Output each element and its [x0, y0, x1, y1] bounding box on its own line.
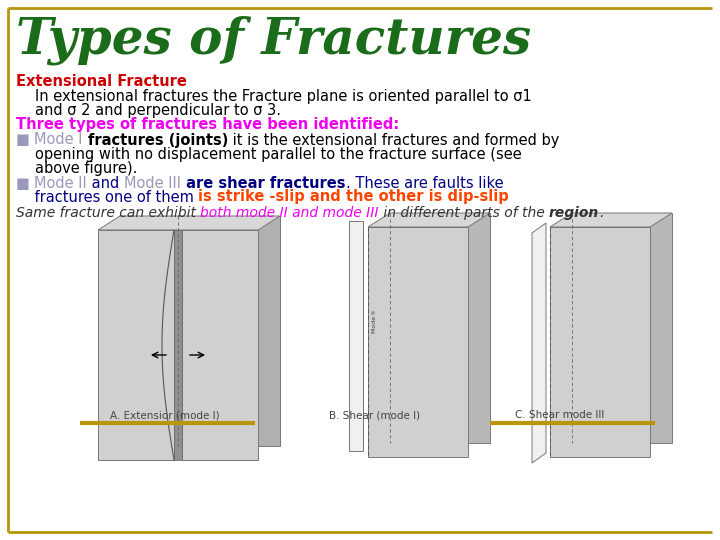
Text: fractures (joints): fractures (joints) [88, 132, 228, 147]
Text: Three types of fractures have been identified:: Three types of fractures have been ident… [16, 118, 400, 132]
Text: A. Extensior (mode I): A. Extensior (mode I) [110, 410, 220, 420]
Polygon shape [98, 230, 174, 460]
Text: . These are faults like: . These are faults like [346, 176, 503, 191]
Polygon shape [390, 213, 490, 443]
Text: Types of Fractures: Types of Fractures [16, 15, 531, 65]
Text: ■: ■ [16, 176, 35, 191]
Polygon shape [349, 221, 363, 451]
Text: Mode III: Mode III [124, 176, 181, 191]
Polygon shape [532, 223, 546, 463]
Text: region: region [549, 206, 599, 220]
Polygon shape [182, 230, 258, 460]
Polygon shape [368, 213, 490, 227]
Text: both mode II and mode III: both mode II and mode III [200, 206, 379, 220]
Text: are shear fractures: are shear fractures [181, 176, 346, 191]
Text: Mode II: Mode II [372, 310, 377, 333]
Polygon shape [550, 213, 672, 227]
Text: opening with no displacement parallel to the fracture surface (see: opening with no displacement parallel to… [35, 146, 522, 161]
Text: In extensional fractures the Fracture plane is oriented parallel to σ1: In extensional fractures the Fracture pl… [35, 89, 532, 104]
Text: C. Shear mode III: C. Shear mode III [516, 410, 605, 420]
Text: ■: ■ [16, 132, 35, 147]
Polygon shape [98, 216, 280, 230]
Text: Mode II: Mode II [35, 176, 87, 191]
Text: Same fracture can exhibit: Same fracture can exhibit [16, 206, 200, 220]
Text: and σ 2 and perpendicular to σ 3.: and σ 2 and perpendicular to σ 3. [35, 103, 281, 118]
Text: B. Shear (mode I): B. Shear (mode I) [330, 410, 420, 420]
Text: and: and [87, 176, 124, 191]
Text: it is the extensional fractures and formed by: it is the extensional fractures and form… [228, 132, 559, 147]
Text: is strike -slip and the other is dip-slip: is strike -slip and the other is dip-sli… [199, 190, 509, 205]
Text: fractures one of them: fractures one of them [16, 190, 199, 205]
Text: above figure).: above figure). [35, 160, 138, 176]
Polygon shape [368, 227, 468, 457]
Polygon shape [174, 230, 182, 460]
Polygon shape [550, 227, 650, 457]
Text: Extensional Fracture: Extensional Fracture [16, 73, 187, 89]
Polygon shape [572, 213, 672, 443]
Text: Mode I: Mode I [35, 132, 88, 147]
Text: .: . [599, 206, 603, 220]
Polygon shape [120, 216, 280, 446]
Text: in different parts of the: in different parts of the [379, 206, 549, 220]
